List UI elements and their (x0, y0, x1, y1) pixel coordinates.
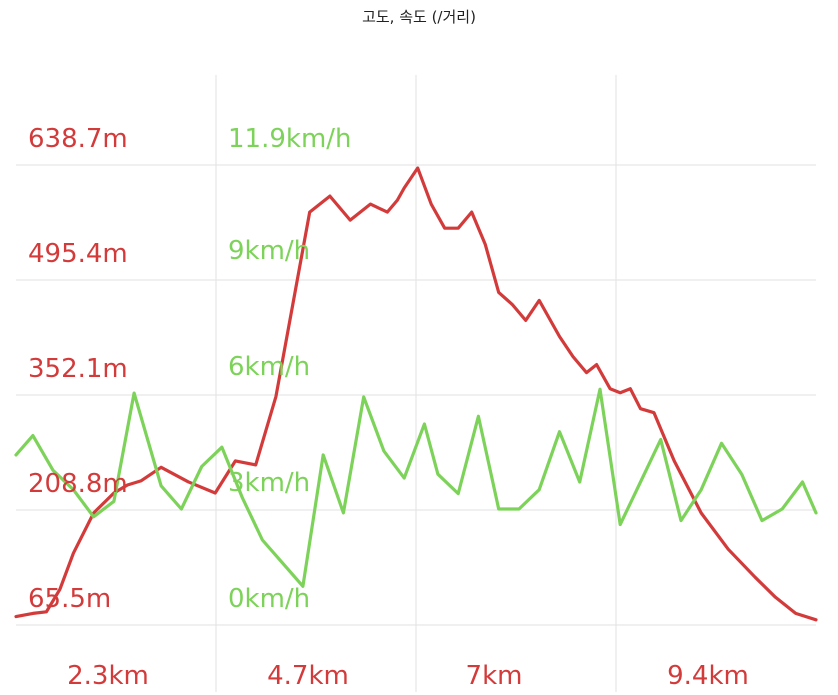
elevation-tick-label: 65.5m (28, 584, 111, 614)
chart-title: 고도, 속도 (/거리) (362, 8, 476, 26)
elevation-series-line (14, 166, 818, 622)
elevation-tick-label: 352.1m (28, 354, 128, 384)
x-tick-label: 2.3km (67, 661, 149, 691)
speed-tick-label: 9km/h (228, 236, 310, 266)
speed-series-line (14, 387, 818, 588)
elevation-tick-label: 638.7m (28, 124, 128, 154)
elevation-tick-label: 208.8m (28, 469, 128, 499)
speed-tick-label: 11.9km/h (228, 124, 352, 154)
speed-tick-label: 6km/h (228, 352, 310, 382)
x-tick-label: 4.7km (267, 661, 349, 691)
speed-tick-label: 3km/h (228, 468, 310, 498)
x-tick-label: 9.4km (667, 661, 749, 691)
speed-tick-label: 0km/h (228, 584, 310, 614)
x-tick-label: 7km (466, 661, 523, 691)
elevation-tick-label: 495.4m (28, 239, 128, 269)
